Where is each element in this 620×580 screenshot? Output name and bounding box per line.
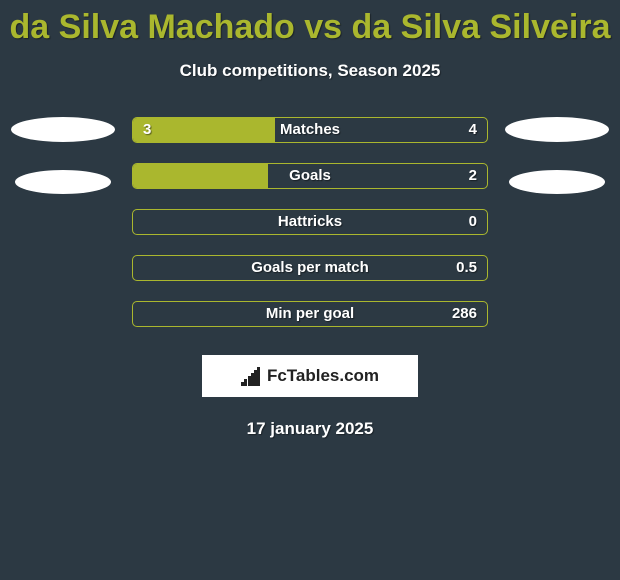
source-logo: FcTables.com	[202, 355, 418, 397]
bar-fill	[133, 118, 275, 142]
right-player-shapes	[502, 117, 612, 194]
bar-value-right: 4	[469, 118, 477, 142]
stat-bar: Hattricks 0	[132, 209, 488, 235]
placeholder-ellipse	[15, 170, 111, 194]
left-player-shapes	[8, 117, 118, 194]
subtitle: Club competitions, Season 2025	[0, 61, 620, 81]
bar-value-right: 0.5	[456, 256, 477, 280]
page-title: da Silva Machado vs da Silva Silveira	[0, 0, 620, 47]
logo-text: FcTables.com	[267, 366, 379, 386]
stat-bar: Goals 2	[132, 163, 488, 189]
bar-fill	[133, 164, 268, 188]
placeholder-ellipse	[505, 117, 609, 142]
stat-bar: 3 Matches 4	[132, 117, 488, 143]
placeholder-ellipse	[11, 117, 115, 142]
stat-bar: Goals per match 0.5	[132, 255, 488, 281]
placeholder-ellipse	[509, 170, 605, 194]
stat-bars: 3 Matches 4 Goals 2 Hattricks 0 Goals per match…	[132, 117, 488, 327]
bar-label: Goals per match	[251, 256, 369, 280]
stat-bar: Min per goal 286	[132, 301, 488, 327]
bar-label: Goals	[289, 164, 331, 188]
bar-value-left: 3	[143, 118, 151, 142]
bar-chart-icon	[241, 366, 261, 386]
comparison-content: 3 Matches 4 Goals 2 Hattricks 0 Goals per match…	[0, 117, 620, 327]
bar-value-right: 2	[469, 164, 477, 188]
date-text: 17 january 2025	[0, 419, 620, 439]
bar-label: Min per goal	[266, 302, 354, 326]
bar-value-right: 0	[469, 210, 477, 234]
bar-value-right: 286	[452, 302, 477, 326]
bar-label: Hattricks	[278, 210, 342, 234]
bar-label: Matches	[280, 118, 340, 142]
